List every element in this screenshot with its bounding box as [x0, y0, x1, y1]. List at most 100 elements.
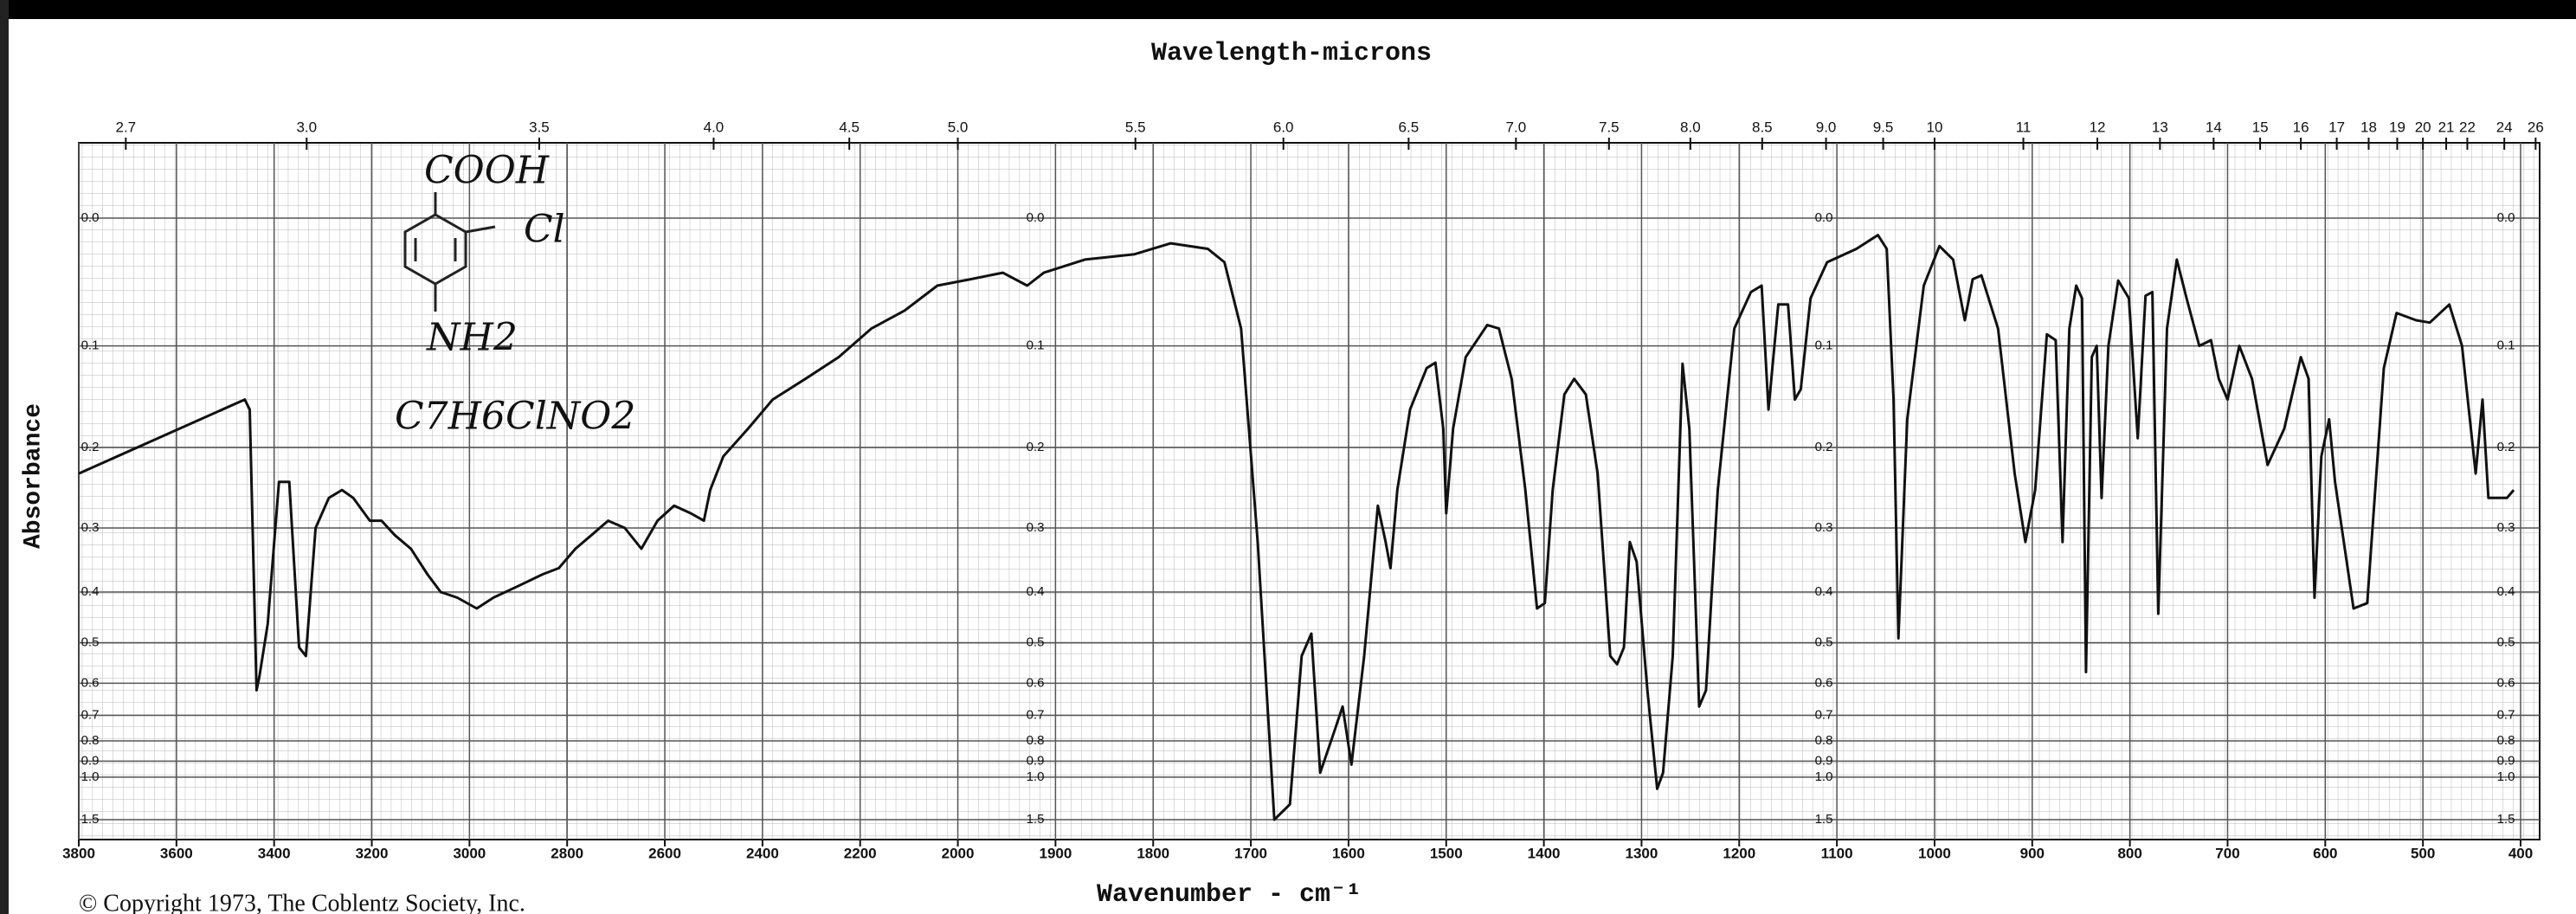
annotation: Cl — [524, 208, 565, 252]
y-tick-label: 0.7 — [2497, 707, 2515, 722]
y-tick-label: 0.9 — [1027, 753, 1045, 768]
x-tick-label: 1100 — [1821, 845, 1853, 861]
y-tick-label: 0.2 — [2497, 440, 2515, 454]
y-tick-label: 0.4 — [1815, 584, 1833, 599]
y-tick-label: 0.0 — [1027, 210, 1045, 225]
y-tick-label: 0.4 — [81, 584, 100, 599]
y-tick-label: 1.5 — [81, 812, 100, 827]
x2-tick-label: 8.0 — [1680, 119, 1701, 135]
x-tick-label: 2800 — [551, 845, 583, 861]
scan-left-edge — [0, 0, 9, 914]
copyright: © Copyright 1973, The Coblentz Society, … — [79, 890, 525, 914]
x2-tick-label: 9.5 — [1873, 119, 1894, 135]
x2-tick-label: 11 — [2016, 119, 2032, 135]
y-tick-label: 0.7 — [81, 707, 100, 722]
x2-tick-label: 7.0 — [1506, 119, 1527, 135]
x-tick-label: 1900 — [1039, 845, 1072, 861]
x2-tick-label: 22 — [2459, 119, 2476, 135]
y-tick-label: 0.6 — [81, 675, 100, 690]
y-axis-title: Absorbance — [20, 403, 47, 549]
structure-drawing — [403, 192, 496, 312]
y-tick-label: 0.8 — [81, 733, 100, 748]
y-tick-label: 0.3 — [1815, 520, 1833, 535]
y-tick-label: 0.3 — [81, 520, 100, 535]
x2-tick-label: 4.0 — [704, 119, 724, 135]
x-tick-label: 700 — [2215, 845, 2239, 861]
x2-tick-label: 26 — [2528, 119, 2544, 135]
x-tick-label: 1300 — [1626, 845, 1658, 861]
y-tick-label: 0.5 — [2497, 635, 2515, 650]
annotation: NH2 — [426, 316, 518, 360]
x2-tick-label: 19 — [2389, 119, 2405, 135]
y-tick-label: 0.4 — [1027, 584, 1045, 599]
x2-tick-label: 12 — [2090, 119, 2106, 135]
x-tick-label: 3800 — [62, 845, 95, 861]
y-tick-label: 0.9 — [2497, 753, 2515, 768]
x-tick-label: 600 — [2313, 845, 2337, 861]
x2-tick-label: 15 — [2252, 119, 2269, 135]
y-tick-label: 0.3 — [1027, 520, 1045, 535]
x2-tick-label: 7.5 — [1599, 119, 1620, 135]
x2-tick-label: 21 — [2438, 119, 2455, 135]
y-tick-label: 0.8 — [1815, 733, 1833, 748]
x-tick-label: 2600 — [648, 845, 681, 861]
x2-tick-label: 13 — [2152, 119, 2168, 135]
spectrum-line — [78, 234, 2515, 821]
x2-tick-label: 5.5 — [1125, 119, 1146, 135]
x-tick-label: 1400 — [1528, 845, 1561, 861]
x-tick-label: 1500 — [1430, 845, 1463, 861]
substituent-bonds — [434, 192, 496, 312]
y-tick-label: 1.0 — [1815, 769, 1833, 784]
y-tick-label: 0.6 — [1815, 675, 1833, 690]
y-tick-label: 0.0 — [81, 210, 100, 225]
x2-tick-label: 18 — [2360, 119, 2377, 135]
y-tick-label: 0.1 — [81, 338, 100, 353]
grid — [78, 143, 2540, 840]
x2-tick-label: 3.0 — [296, 119, 317, 135]
x2-tick-label: 17 — [2328, 119, 2345, 135]
x-tick-label: 1200 — [1723, 845, 1755, 861]
y-tick-label: 0.2 — [81, 440, 100, 454]
x2-tick-label: 6.0 — [1273, 119, 1294, 135]
x-tick-label: 3600 — [160, 845, 193, 861]
ring-bonds — [414, 238, 457, 261]
x-tick-label: 1600 — [1332, 845, 1365, 861]
x-tick-label: 1800 — [1137, 845, 1169, 861]
y-tick-label: 1.5 — [1027, 812, 1045, 827]
y-tick-label: 0.7 — [1027, 707, 1045, 722]
x-tick-label: 2000 — [942, 845, 975, 861]
y-tick-label: 0.8 — [2497, 733, 2515, 748]
y-tick-label: 0.9 — [81, 753, 100, 768]
y-tick-label: 0.3 — [2497, 520, 2515, 535]
x2-axis-title: Wavelength-microns — [1151, 39, 1432, 68]
annotation: C7H6ClNO2 — [395, 395, 635, 439]
x2-tick-label: 6.5 — [1399, 119, 1420, 135]
y-tick-label: 1.5 — [2497, 812, 2515, 827]
x-tick-label: 500 — [2411, 845, 2435, 861]
y-tick-label: 0.5 — [81, 635, 100, 650]
y-tick-label: 0.5 — [1815, 635, 1833, 650]
y-tick-label: 1.5 — [1815, 812, 1833, 827]
y-tick-label: 0.5 — [1027, 635, 1045, 650]
x2-tick-label: 10 — [1926, 119, 1942, 135]
y-tick-label: 0.6 — [2497, 675, 2515, 690]
x-tick-label: 400 — [2508, 845, 2533, 861]
y-tick-label: 0.0 — [2497, 210, 2515, 225]
x2-tick-label: 9.0 — [1816, 119, 1837, 135]
plot-frame — [78, 142, 2541, 840]
x-axis-title: Wavenumber - cm⁻¹ — [1097, 880, 1362, 910]
y-tick-label: 0.8 — [1027, 733, 1045, 748]
x2-tick-label: 2.7 — [116, 119, 137, 135]
x2-tick-label: 5.0 — [948, 119, 969, 135]
x2-tick-label: 14 — [2206, 119, 2222, 135]
y-tick-label: 0.6 — [1027, 675, 1045, 690]
y-tick-label: 1.0 — [81, 769, 100, 784]
y-tick-label: 0.2 — [1027, 440, 1045, 454]
x-tick-label: 2400 — [746, 845, 779, 861]
y-tick-label: 0.2 — [1815, 440, 1833, 454]
x2-tick-label: 20 — [2415, 119, 2431, 135]
x-tick-label: 2200 — [844, 845, 877, 861]
x2-tick-label: 8.5 — [1752, 119, 1773, 135]
x2-tick-label: 3.5 — [529, 119, 550, 135]
